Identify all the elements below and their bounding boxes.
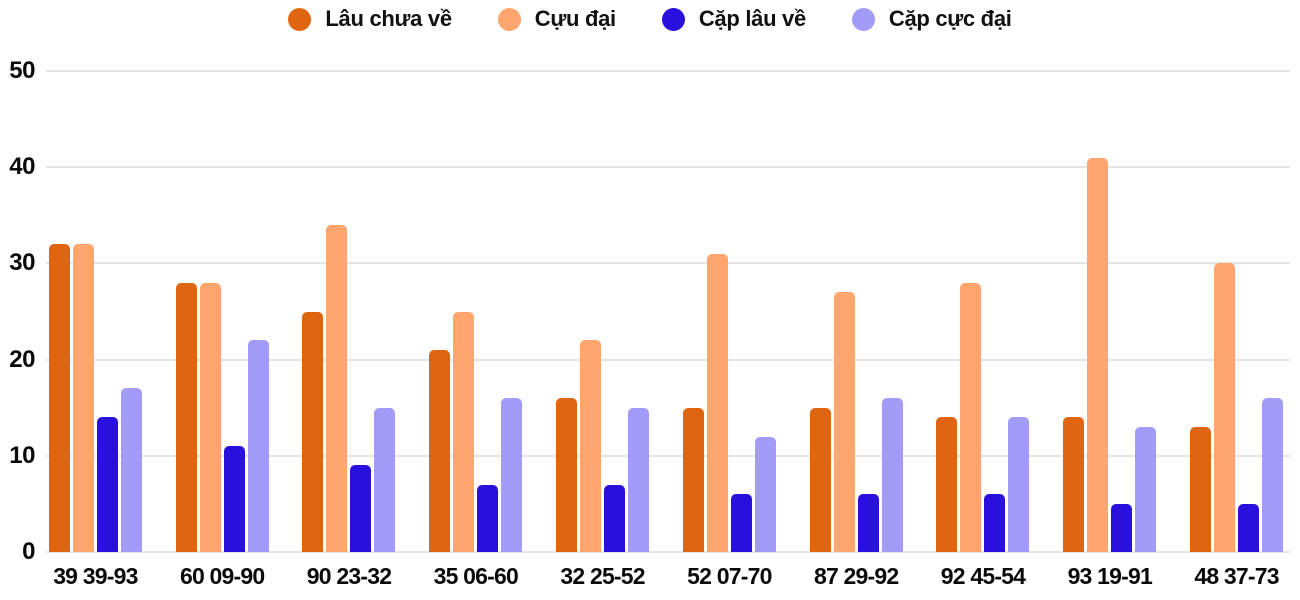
legend-label: Cặp lâu về — [698, 6, 806, 31]
bar-cluster — [539, 0, 666, 552]
bar-cluster — [1046, 0, 1173, 552]
bar-cuu-ai — [72, 244, 94, 552]
bar-cuu-ai — [1214, 263, 1236, 552]
legend-dot-icon — [288, 7, 312, 31]
bar-cap-lau-ve — [1238, 504, 1260, 552]
bar-cap-lau-ve — [477, 485, 499, 552]
bar-cap-lau-ve — [96, 417, 118, 552]
legend-dot-icon — [497, 7, 521, 31]
bar-cluster — [286, 0, 413, 552]
bar-lau-chua-ve — [1063, 417, 1085, 552]
y-axis-tick-label: 50 — [9, 57, 35, 84]
bar-cap-cuc-ai — [1262, 398, 1284, 552]
bar-lau-chua-ve — [48, 244, 70, 552]
bar-cap-lau-ve — [857, 494, 879, 552]
bar-cluster — [412, 0, 539, 552]
legend-dot-icon — [661, 7, 685, 31]
legend: Lâu chưa về Cựu đại Cặp lâu về Cặp cực đại — [0, 6, 1300, 32]
x-axis-label: 32 25-52 — [560, 563, 645, 589]
legend-item-cap-lau-ve[interactable]: Cặp lâu về — [661, 6, 806, 32]
gridline-0 — [46, 551, 1290, 553]
bar-group: 48 37-73 — [1173, 0, 1300, 600]
bar-group: 93 19-91 — [1046, 0, 1173, 600]
legend-dot-icon — [851, 7, 875, 31]
bar-cluster — [1173, 0, 1300, 552]
x-axis-label: 90 23-32 — [306, 563, 392, 589]
bar-cap-lau-ve — [984, 494, 1006, 552]
bar-cuu-ai — [199, 283, 221, 552]
y-axis-tick-label: 20 — [9, 345, 35, 373]
bar-cap-cuc-ai — [247, 340, 269, 552]
gridline-10 — [46, 454, 1290, 457]
legend-label: Cặp cực đại — [888, 6, 1012, 31]
bar-group: 32 25-52 — [539, 0, 666, 600]
bar-group: 60 09-90 — [159, 0, 286, 600]
x-axis-label: 52 07-70 — [687, 563, 772, 589]
bar-cuu-ai — [453, 312, 475, 552]
bar-lau-chua-ve — [809, 408, 831, 552]
bar-group: 39 39-93 — [32, 0, 159, 600]
x-axis-label: 87 29-92 — [813, 563, 899, 589]
y-axis-tick-label: 40 — [9, 153, 35, 181]
bar-cap-cuc-ai — [1008, 417, 1030, 552]
y-axis-tick-label: 10 — [9, 441, 35, 469]
y-axis-tick-label: 30 — [9, 249, 35, 277]
bar-cap-lau-ve — [730, 494, 752, 552]
bar-lau-chua-ve — [682, 408, 704, 552]
bar-lau-chua-ve — [556, 398, 578, 552]
gridline-20 — [46, 358, 1290, 361]
bar-lau-chua-ve — [302, 312, 324, 552]
bar-cluster — [666, 0, 793, 552]
bar-cap-cuc-ai — [881, 398, 903, 552]
bar-cap-lau-ve — [350, 465, 372, 552]
bar-lau-chua-ve — [936, 417, 958, 552]
bar-cap-lau-ve — [604, 485, 626, 552]
bar-cap-cuc-ai — [628, 408, 650, 552]
bar-lau-chua-ve — [175, 283, 197, 552]
bar-group: 35 06-60 — [412, 0, 539, 600]
x-axis-label: 92 45-54 — [940, 563, 1026, 589]
y-axis-tick-label: 0 — [22, 538, 35, 565]
x-axis-label: 39 39-93 — [53, 563, 138, 589]
bar-cuu-ai — [960, 283, 982, 552]
bar-cluster — [32, 0, 159, 552]
x-axis-label: 93 19-91 — [1067, 563, 1153, 589]
bar-cluster — [793, 0, 920, 552]
x-axis-label: 60 09-90 — [179, 563, 265, 589]
bar-cuu-ai — [1087, 158, 1109, 552]
bar-cuu-ai — [580, 340, 602, 552]
bar-cuu-ai — [706, 254, 728, 552]
bar-cap-lau-ve — [1111, 504, 1133, 552]
legend-item-lau-chua-ve[interactable]: Lâu chưa về — [288, 6, 452, 32]
bar-cluster — [920, 0, 1047, 552]
bar-cap-cuc-ai — [501, 398, 523, 552]
legend-item-cuu-ai[interactable]: Cựu đại — [497, 6, 616, 32]
bar-group: 87 29-92 — [793, 0, 920, 600]
bar-group: 90 23-32 — [286, 0, 413, 600]
gridline-50 — [46, 70, 1290, 72]
bar-cluster — [159, 0, 286, 552]
bar-cap-lau-ve — [223, 446, 245, 552]
bar-group: 92 45-54 — [920, 0, 1047, 600]
x-axis-label: 48 37-73 — [1194, 563, 1279, 589]
plot-area: 39 39-93 60 09-90 90 23-32 35 06-60 32 25-52… — [32, 0, 1300, 600]
bar-cap-cuc-ai — [754, 437, 776, 552]
x-axis-label: 35 06-60 — [433, 563, 519, 589]
bar-lau-chua-ve — [1190, 427, 1212, 552]
bar-cuu-ai — [833, 292, 855, 552]
gridline-40 — [46, 166, 1290, 169]
bar-group: 52 07-70 — [666, 0, 793, 600]
bar-lau-chua-ve — [429, 350, 451, 552]
gridline-30 — [46, 262, 1290, 265]
legend-label: Lâu chưa về — [325, 6, 452, 31]
bar-cap-cuc-ai — [374, 408, 396, 552]
bar-cap-cuc-ai — [1135, 427, 1157, 552]
bar-cuu-ai — [326, 225, 348, 552]
legend-item-cap-cuc-ai[interactable]: Cặp cực đại — [851, 6, 1012, 32]
bar-cap-cuc-ai — [120, 388, 142, 552]
legend-label: Cựu đại — [534, 6, 616, 31]
